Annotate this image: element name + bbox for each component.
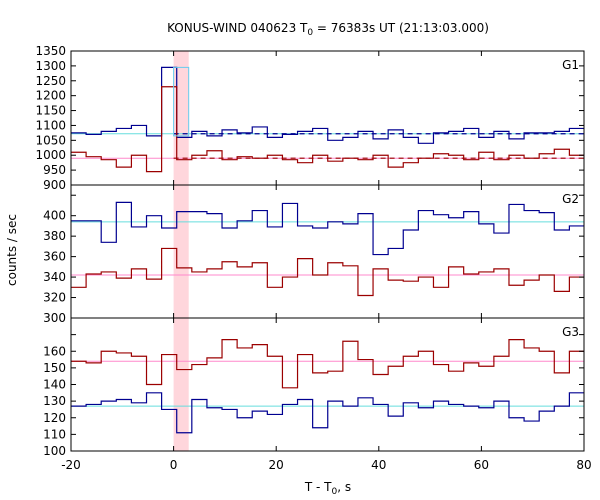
y-tick-label-g1-1050: 1050 <box>35 133 66 147</box>
y-tick-label-g2-380: 380 <box>43 229 66 243</box>
y-tick-label-g1-1000: 1000 <box>35 148 66 162</box>
y-tick-label-g1-1100: 1100 <box>35 118 66 132</box>
histogram-g2-red-series <box>71 247 584 297</box>
x-tick-label-80: 80 <box>576 458 591 472</box>
y-tick-label-g1-900: 900 <box>43 178 66 192</box>
panel-label-g1: G1 <box>562 58 579 72</box>
y-tick-label-g3-150: 150 <box>43 361 66 375</box>
y-tick-label-g1-1150: 1150 <box>35 104 66 118</box>
chart-title: KONUS-WIND 040623 T0 = 76383s UT (21:13:… <box>167 21 489 38</box>
y-tick-label-g1-1300: 1300 <box>35 59 66 73</box>
y-tick-label-g3-160: 160 <box>43 344 66 358</box>
y-tick-label-g3-100: 100 <box>43 444 66 458</box>
y-tick-label-g3-140: 140 <box>43 378 66 392</box>
x-tick-label-60: 60 <box>474 458 489 472</box>
x-axis-label-subscript: 0 <box>332 487 338 497</box>
chart-title-subscript: 0 <box>307 28 313 38</box>
x-axis-label-suffix: , s <box>337 480 351 494</box>
chart-title-suffix: = 76383s UT (21:13:03.000) <box>313 21 489 35</box>
panel-label-g3: G3 <box>562 325 579 339</box>
burst-bin-outline-g1 <box>173 66 190 137</box>
y-tick-label-g3-120: 120 <box>43 411 66 425</box>
histogram-g3-blue-series <box>71 392 584 434</box>
panel-label-g2: G2 <box>562 192 579 206</box>
panel-frame-g2 <box>70 184 585 319</box>
plot-area: 90095010001050110011501200125013001350G1… <box>35 44 591 472</box>
y-tick-label-g3-110: 110 <box>43 427 66 441</box>
x-tick-label-20: 20 <box>269 458 284 472</box>
x-tick-label-0: 0 <box>170 458 178 472</box>
y-tick-label-g1-950: 950 <box>43 163 66 177</box>
y-tick-label-g2-340: 340 <box>43 270 66 284</box>
y-axis-label: counts / sec <box>5 214 19 286</box>
y-tick-label-g2-320: 320 <box>43 291 66 305</box>
burst-interval-band <box>173 51 189 451</box>
y-tick-label-g1-1200: 1200 <box>35 89 66 103</box>
histogram-g1-blue-series <box>71 66 584 144</box>
x-tick-label--20: -20 <box>61 458 81 472</box>
panel-frame-g1 <box>70 50 585 186</box>
y-tick-label-g1-1350: 1350 <box>35 44 66 58</box>
x-tick-label-40: 40 <box>371 458 386 472</box>
y-tick-label-g2-400: 400 <box>43 209 66 223</box>
y-tick-label-g2-300: 300 <box>43 311 66 325</box>
histogram-g2-blue-series <box>71 201 584 256</box>
histogram-g1-red-series <box>71 86 584 173</box>
x-axis-label: T - T0, s <box>304 480 351 497</box>
y-tick-label-g2-360: 360 <box>43 250 66 264</box>
y-tick-label-g3-130: 130 <box>43 394 66 408</box>
chart-title-prefix: KONUS-WIND 040623 T <box>167 21 308 35</box>
x-axis-label-prefix: T - T <box>304 480 332 494</box>
y-tick-label-g1-1250: 1250 <box>35 74 66 88</box>
histogram-g3-red-series <box>71 339 584 389</box>
